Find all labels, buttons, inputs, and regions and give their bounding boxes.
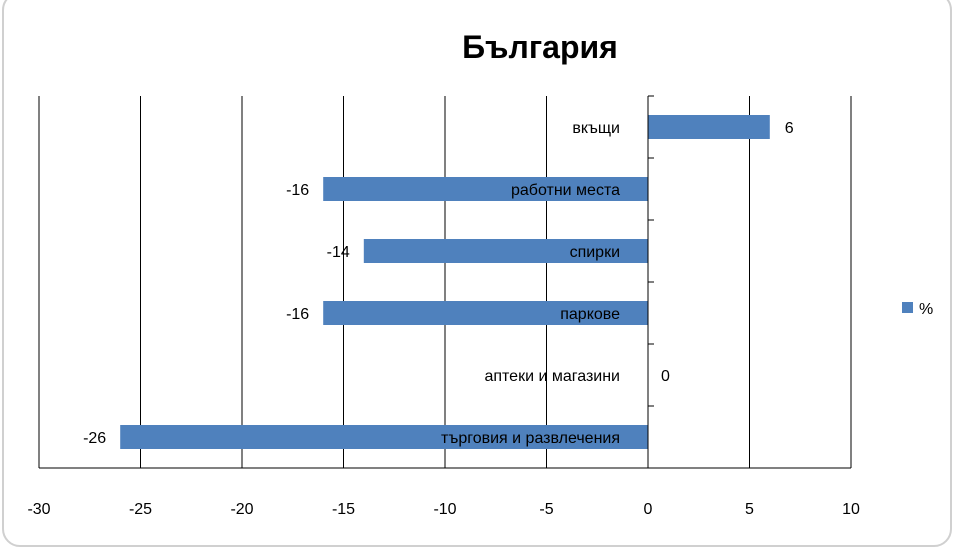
data-label: -26	[83, 430, 106, 447]
x-tick-label: -25	[129, 501, 152, 518]
bar	[323, 301, 648, 325]
category-label: спирки	[570, 244, 620, 261]
x-tick-label: 5	[745, 501, 754, 518]
axes	[39, 95, 851, 469]
data-label: -16	[286, 306, 309, 323]
x-tick-label: -10	[433, 501, 456, 518]
bar	[323, 177, 648, 201]
x-tick-label: 0	[644, 501, 653, 518]
category-label: паркове	[560, 306, 620, 323]
category-label: вкъщи	[572, 120, 620, 137]
bar	[120, 425, 648, 449]
data-label: 6	[785, 120, 794, 137]
data-label: -14	[327, 244, 350, 261]
category-label: търговия и развлечения	[441, 430, 620, 447]
gridlines	[38, 96, 852, 468]
category-label: работни места	[511, 182, 620, 199]
x-tick-label: 10	[842, 501, 860, 518]
labels: -30 -25 -20 -15 -10 -5 0 5 10 вкъщи 6 работни места…	[27, 120, 860, 518]
category-label: аптеки и магазини	[484, 368, 620, 385]
x-tick-label: -20	[230, 501, 253, 518]
legend-swatch	[902, 302, 913, 313]
data-label: -16	[286, 182, 309, 199]
x-tick-label: -15	[332, 501, 355, 518]
data-label: 0	[661, 368, 670, 385]
chart-title: България	[462, 29, 618, 65]
legend-label: %	[919, 301, 933, 318]
bar	[648, 115, 770, 139]
legend: %	[902, 301, 933, 318]
x-tick-label: -5	[539, 501, 553, 518]
bars	[120, 115, 770, 449]
x-tick-label: -30	[27, 501, 50, 518]
bar	[363, 239, 648, 263]
